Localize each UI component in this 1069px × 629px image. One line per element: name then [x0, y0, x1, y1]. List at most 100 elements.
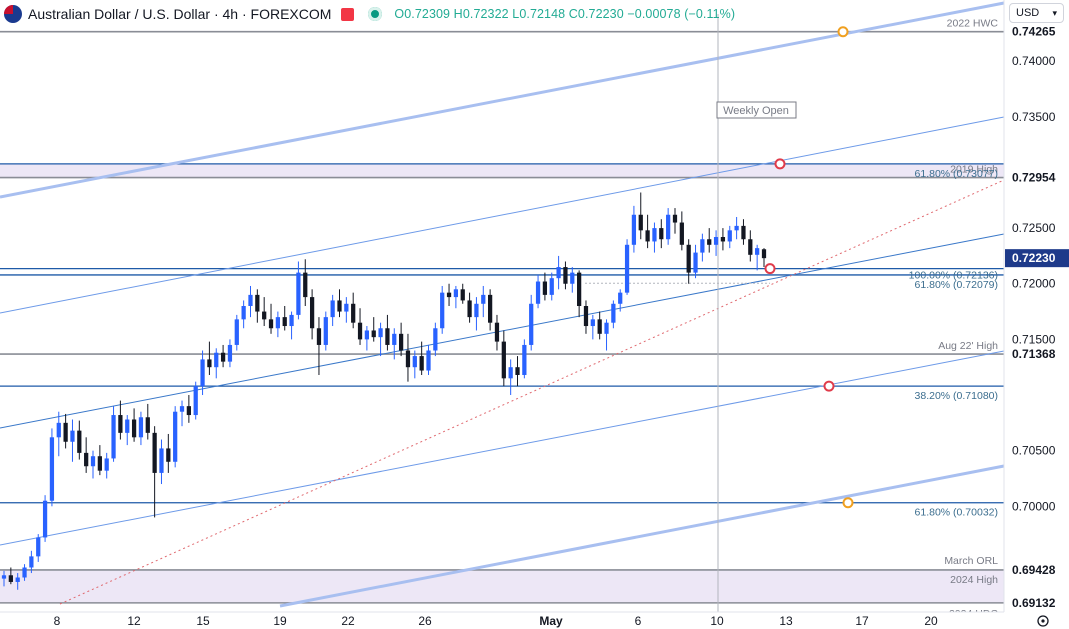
level-name-8: March ORL — [944, 555, 998, 567]
x-tick-1: 12 — [127, 614, 141, 628]
x-tick-4: 22 — [341, 614, 355, 628]
x-tick-7: 6 — [635, 614, 642, 628]
marker-1 — [774, 158, 786, 170]
y-tick-1: 0.73500 — [1012, 110, 1056, 124]
price-axis[interactable] — [1003, 0, 1069, 612]
x-tick-5: 26 — [418, 614, 432, 628]
marker-2 — [764, 263, 776, 275]
y-tag-bg-8 — [1005, 561, 1067, 578]
candle — [727, 225, 732, 249]
candle — [624, 239, 630, 295]
y-tick-4: 0.71500 — [1012, 332, 1056, 346]
level-name-3: 61.80% (0.72079) — [915, 279, 998, 291]
candle — [761, 248, 767, 268]
live-status-icon — [368, 7, 383, 21]
candle — [275, 311, 280, 338]
candle — [42, 495, 48, 542]
settings-icon[interactable] — [1037, 615, 1049, 627]
candle — [481, 285, 486, 318]
candle — [679, 211, 684, 251]
candle — [563, 261, 568, 290]
candle — [378, 322, 383, 357]
trendline-2 — [0, 233, 1005, 429]
candle — [70, 419, 75, 462]
trendline-0 — [0, 1, 1005, 199]
currency-select[interactable]: USD ▾ — [1009, 3, 1064, 23]
ohlc-values: O0.72309 H0.72322 L0.72148 C0.72230 −0.0… — [394, 7, 736, 21]
y-tick-0: 0.74000 — [1012, 54, 1056, 68]
time-axis[interactable] — [0, 611, 1069, 629]
candle — [323, 311, 328, 351]
candle — [159, 439, 164, 485]
level-name-7: 61.80% (0.70032) — [915, 507, 998, 519]
candle — [214, 348, 219, 379]
symbol-title[interactable]: Australian Dollar / U.S. Dollar · 4h · F… — [28, 6, 332, 22]
x-tick-11: 20 — [924, 614, 938, 628]
level-name-2: 61.80% (0.73077) — [915, 168, 998, 180]
candle — [631, 205, 637, 253]
candle — [666, 208, 671, 245]
candle — [453, 285, 459, 309]
candle — [713, 230, 719, 256]
candle — [659, 219, 664, 249]
candle — [255, 289, 260, 323]
candle — [104, 452, 109, 479]
price-zone-bands — [0, 163, 1004, 603]
current-price-label: 0.72230 — [1012, 251, 1056, 265]
candle — [63, 413, 68, 449]
candle — [15, 573, 20, 590]
candle — [700, 233, 705, 262]
candle — [262, 297, 267, 327]
candle — [748, 230, 753, 262]
candle — [686, 239, 691, 284]
weekly-open-label: Weekly Open — [723, 105, 789, 117]
candle — [173, 406, 178, 468]
y-tag-bg-0 — [1005, 23, 1067, 40]
zone-2024-high — [0, 569, 1004, 603]
currency-label: USD — [1016, 7, 1040, 19]
marker-4 — [842, 497, 854, 509]
candle — [125, 415, 130, 446]
x-tick-9: 13 — [779, 614, 793, 628]
candle — [351, 292, 356, 329]
y-tag-8: 0.69428 — [1012, 563, 1056, 577]
candle — [385, 314, 390, 351]
candle — [734, 216, 739, 240]
candle — [426, 344, 431, 375]
channel-trendlines — [0, 1, 1005, 608]
candle — [501, 330, 506, 387]
candle — [529, 294, 534, 351]
x-tick-8: 10 — [710, 614, 724, 628]
candle — [138, 411, 144, 446]
candle — [56, 411, 61, 457]
candle — [405, 333, 411, 382]
candle — [131, 408, 137, 442]
candle — [193, 381, 198, 420]
candle — [282, 306, 287, 331]
candle — [488, 289, 493, 331]
y-tag-5: 0.71368 — [1012, 347, 1056, 361]
candle — [638, 192, 643, 240]
candlestick-series — [1, 192, 767, 590]
y-tag-bg-5 — [1005, 346, 1067, 363]
level-name-6: 38.20% (0.71080) — [915, 390, 998, 402]
weekly-open-annotation: Weekly Open — [716, 101, 797, 119]
candle — [207, 341, 212, 375]
y-tag-bg-1 — [1005, 169, 1067, 186]
candle — [577, 270, 582, 318]
candle — [542, 272, 548, 301]
level-name-5: Aug 22' High — [938, 340, 998, 352]
candle — [241, 300, 246, 329]
candle — [590, 314, 595, 340]
candle — [583, 300, 589, 334]
y-tag-9: 0.69132 — [1012, 596, 1056, 610]
candle — [186, 395, 191, 423]
candle — [371, 317, 376, 342]
candle — [508, 359, 513, 396]
candle — [330, 294, 335, 327]
candle — [145, 403, 150, 440]
level-name-0: 2022 HWC — [947, 18, 999, 30]
candle — [29, 550, 34, 574]
candle — [364, 326, 370, 351]
